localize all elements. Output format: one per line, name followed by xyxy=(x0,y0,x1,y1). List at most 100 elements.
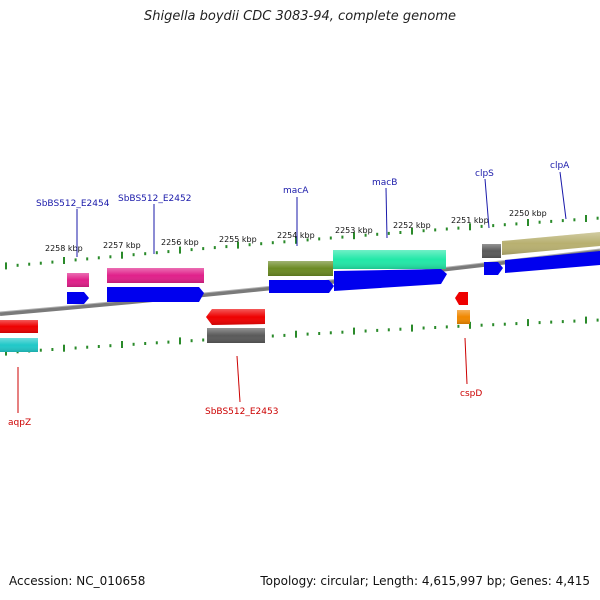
gene-label-sbbs512-e2454[interactable]: SbBS512_E2454 xyxy=(36,199,110,209)
scale-label: 2258 kbp xyxy=(45,244,83,253)
topology-text: Topology: circular; Length: 4,615,997 bp… xyxy=(260,574,590,588)
minor-tick xyxy=(364,233,367,237)
minor-tick xyxy=(329,331,332,335)
minor-tick xyxy=(492,323,495,327)
top-label-leaders xyxy=(76,171,567,257)
minor-tick xyxy=(225,245,228,249)
minor-tick xyxy=(109,255,112,259)
major-tick xyxy=(121,341,123,348)
minor-tick xyxy=(457,226,460,230)
minor-tick xyxy=(86,257,89,261)
major-tick xyxy=(179,337,181,345)
minor-tick xyxy=(51,348,54,351)
gene-labels-top: SbBS512_E2454 SbBS512_E2452 macA macB cl… xyxy=(36,161,570,209)
gene-label-cspd[interactable]: cspD xyxy=(460,389,482,399)
minor-tick xyxy=(341,235,344,239)
minor-tick xyxy=(573,218,576,222)
minor-tick xyxy=(445,325,448,329)
minor-tick xyxy=(492,224,495,228)
minor-tick xyxy=(434,228,437,232)
cds-feature-macb[interactable] xyxy=(334,269,447,291)
bottom-label-leaders xyxy=(17,337,468,413)
major-tick xyxy=(353,327,355,335)
minor-tick xyxy=(538,321,541,325)
major-tick xyxy=(411,227,413,235)
minor-tick xyxy=(109,344,112,348)
minor-tick xyxy=(387,231,390,235)
minor-tick xyxy=(39,261,42,265)
minor-tick xyxy=(434,326,437,329)
cds-feature-sbbs512-e2452[interactable] xyxy=(107,287,204,302)
minor-tick xyxy=(318,332,321,335)
major-tick xyxy=(5,348,7,356)
cds-feature-clps[interactable] xyxy=(484,262,503,275)
minor-tick xyxy=(399,327,402,331)
minor-tick xyxy=(457,324,460,328)
minor-tick xyxy=(422,326,425,330)
minor-tick xyxy=(561,219,564,223)
leader-line xyxy=(464,337,468,385)
gene-label-macb[interactable]: macB xyxy=(372,178,397,188)
minor-tick xyxy=(503,322,506,326)
gene-label-maca[interactable]: macA xyxy=(283,186,309,196)
scale-labels: 2258 kbp 2257 kbp 2256 kbp 2255 kbp 2254… xyxy=(45,209,547,253)
gene-labels-bottom: aqpZ SbBS512_E2453 cspD xyxy=(8,389,482,428)
minor-tick xyxy=(515,222,518,226)
minor-tick xyxy=(283,333,286,337)
minor-tick xyxy=(74,258,77,262)
minor-tick xyxy=(155,251,158,255)
minor-tick xyxy=(306,332,309,336)
scale-label: 2254 kbp xyxy=(277,231,315,240)
minor-tick xyxy=(86,345,89,349)
minor-tick xyxy=(503,223,506,227)
major-tick xyxy=(295,236,297,244)
scale-label: 2251 kbp xyxy=(451,216,489,225)
major-tick xyxy=(527,319,529,327)
major-tick xyxy=(63,257,65,264)
minor-tick xyxy=(596,318,599,322)
minor-tick xyxy=(550,320,553,324)
minor-tick xyxy=(561,320,564,324)
cds-feature-sbbs512-e2454[interactable] xyxy=(67,292,89,304)
minor-tick xyxy=(376,328,379,332)
minor-tick xyxy=(39,348,42,352)
major-tick xyxy=(585,215,587,222)
minor-tick xyxy=(596,216,599,220)
minor-tick xyxy=(190,248,193,252)
minor-tick xyxy=(399,231,402,234)
gene-label-aqpz[interactable]: aqpZ xyxy=(8,418,31,428)
major-tick xyxy=(469,223,471,231)
major-tick xyxy=(63,344,65,352)
minor-tick xyxy=(28,262,31,266)
minor-tick xyxy=(480,224,483,228)
accession-text: Accession: NC_010658 xyxy=(9,574,146,588)
gene-label-sbbs512-e2453[interactable]: SbBS512_E2453 xyxy=(205,407,278,417)
scale-label: 2252 kbp xyxy=(393,221,431,230)
minor-tick xyxy=(283,240,286,244)
gene-feature-cspd[interactable] xyxy=(455,292,468,305)
cds-feature-maca[interactable] xyxy=(269,280,334,293)
minor-tick xyxy=(97,256,100,260)
major-tick xyxy=(469,321,471,329)
leader-line xyxy=(385,187,388,239)
minor-tick xyxy=(167,250,170,254)
minor-tick xyxy=(550,219,553,223)
minor-tick xyxy=(515,322,518,326)
minor-tick xyxy=(74,346,77,350)
scale-ticks-bottom xyxy=(5,316,599,356)
minor-tick xyxy=(213,246,216,250)
minor-tick xyxy=(480,323,483,327)
gene-label-clps[interactable]: clpS xyxy=(475,169,494,179)
minor-tick xyxy=(306,238,309,242)
minor-tick xyxy=(132,253,135,257)
cds-feature-clpa[interactable] xyxy=(505,251,600,273)
reverse-strand-genes xyxy=(0,292,470,352)
minor-tick xyxy=(16,263,19,267)
major-tick xyxy=(5,262,7,270)
minor-tick xyxy=(422,229,425,233)
gene-label-clpa[interactable]: clpA xyxy=(550,161,570,171)
minor-tick xyxy=(202,338,205,342)
minor-tick xyxy=(341,330,344,334)
leader-line xyxy=(484,178,490,229)
gene-label-sbbs512-e2452[interactable]: SbBS512_E2452 xyxy=(118,194,191,204)
